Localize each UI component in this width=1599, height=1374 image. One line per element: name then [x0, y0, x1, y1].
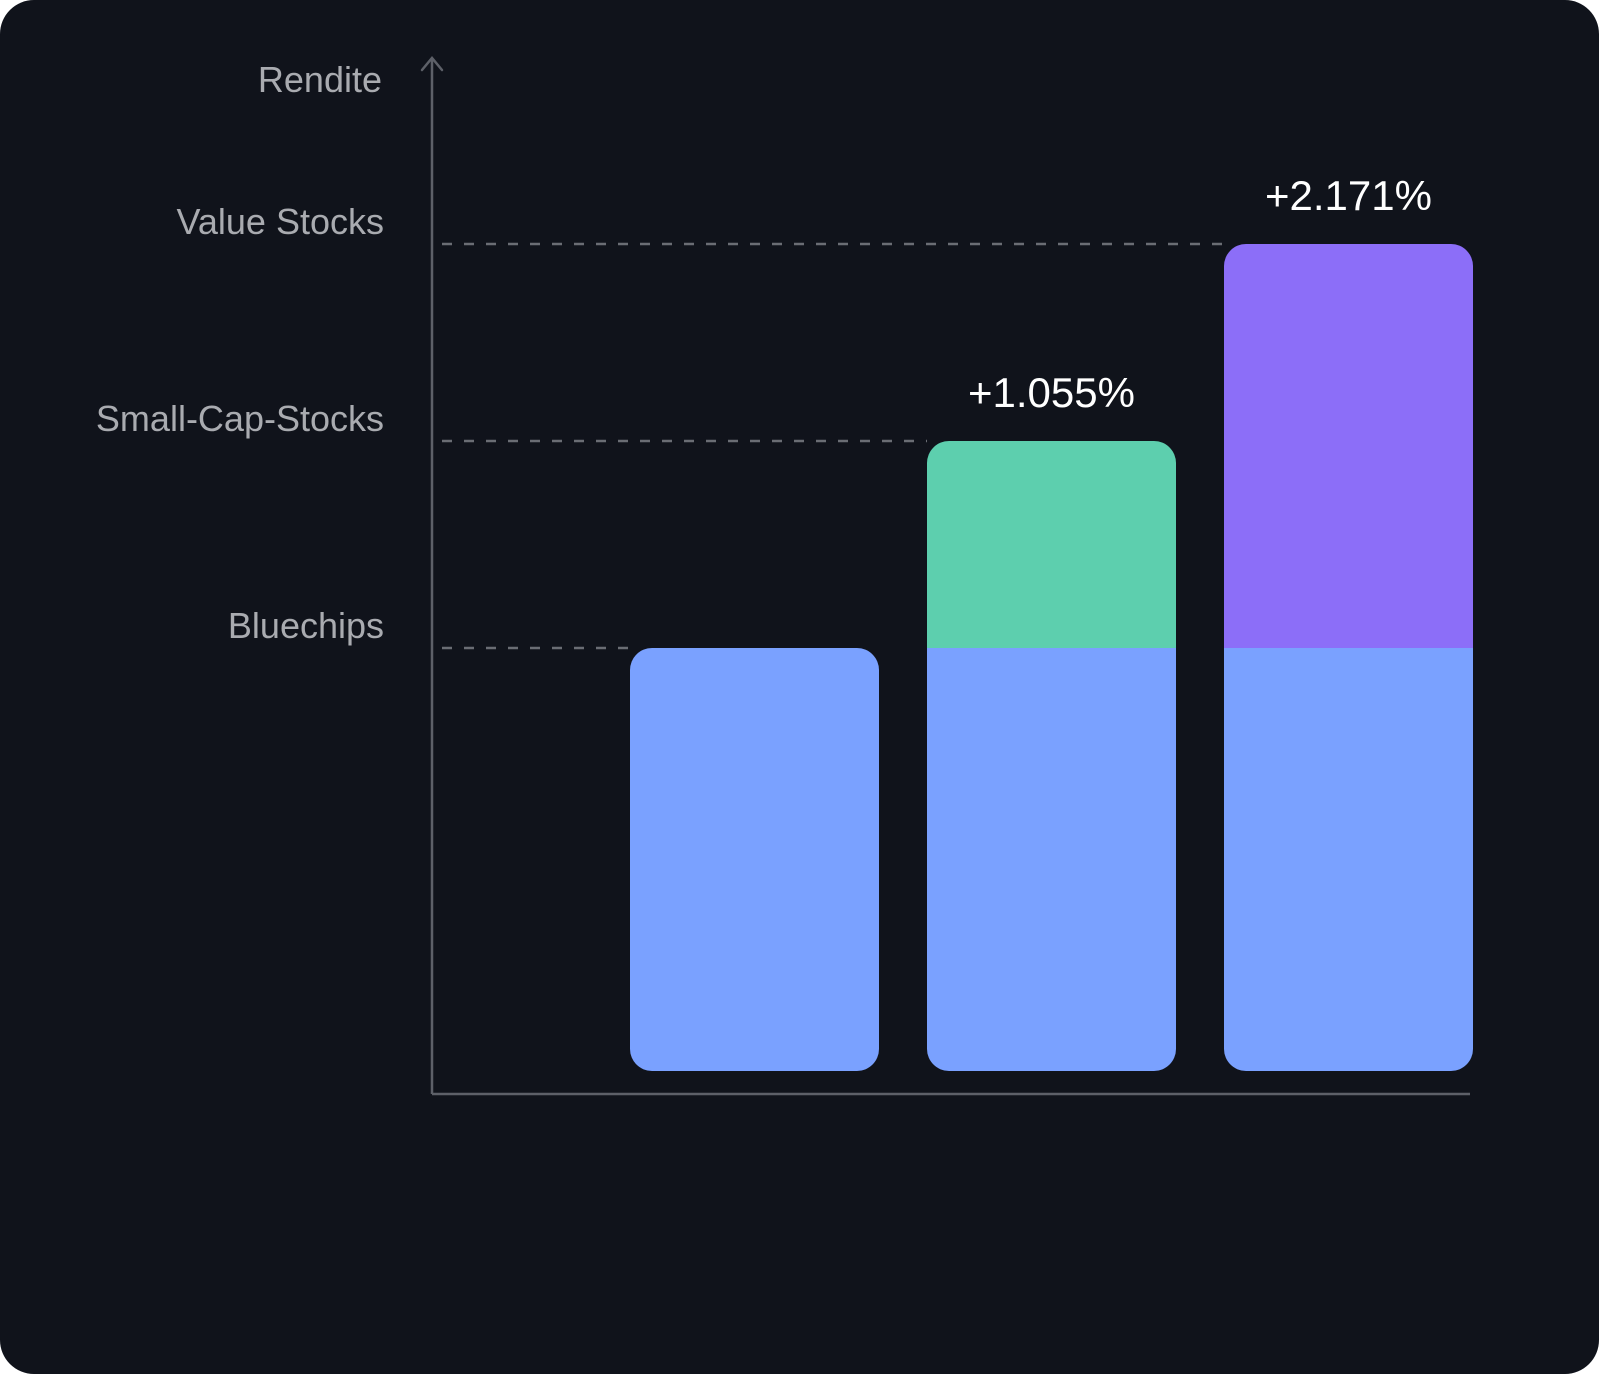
bar-segment [927, 648, 1176, 1071]
bar-segment [927, 441, 1176, 648]
bars-group: +1.055% +2.171% [630, 172, 1473, 1071]
reference-guides [442, 242, 1224, 650]
bar-stack [630, 648, 879, 1071]
bar-value-label: +1.055% [968, 369, 1135, 416]
bar-segment [1224, 244, 1473, 648]
bar-stack: +2.171% [1224, 172, 1473, 1071]
bar-segment [1224, 648, 1473, 1071]
labels-group: Rendite Bluechips Small-Cap-Stocks Value S… [96, 59, 384, 646]
y-reference-label: Value Stocks [177, 201, 384, 242]
y-reference-label: Small-Cap-Stocks [96, 398, 384, 439]
axes-group [420, 56, 1470, 1096]
y-axis-title: Rendite [258, 59, 382, 100]
bar-stack: +1.055% [927, 369, 1176, 1071]
y-axis-arrow-icon [420, 56, 444, 72]
y-reference-label: Bluechips [228, 605, 384, 646]
bar-value-label: +2.171% [1265, 172, 1432, 219]
bar-segment [630, 648, 879, 1071]
